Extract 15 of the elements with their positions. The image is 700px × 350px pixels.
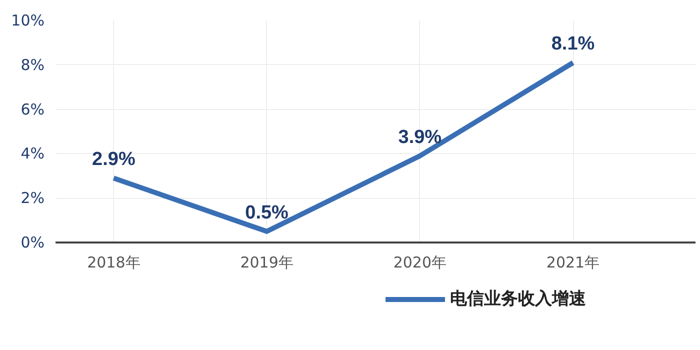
text: 8.1% [551, 34, 595, 55]
text: 3.9% [398, 126, 442, 148]
y-tick-label: 4% [20, 144, 44, 163]
y-tick-label: 10% [11, 12, 45, 30]
y-tick-label: 2% [20, 189, 44, 208]
x-tick-label: 2021年 [546, 254, 600, 272]
legend-label: 电信业务收入增速 [450, 288, 586, 310]
text: 2.9% [92, 149, 136, 170]
y-tick-label: 6% [20, 100, 44, 118]
x-tick-label: 2020年 [393, 254, 447, 272]
x-tick-label: 2019年 [240, 254, 294, 272]
y-tick-label: 0% [20, 234, 44, 252]
x-tick-label: 2018年 [87, 254, 140, 272]
y-tick-label: 8% [20, 56, 44, 74]
text: 0.5% [245, 202, 288, 224]
